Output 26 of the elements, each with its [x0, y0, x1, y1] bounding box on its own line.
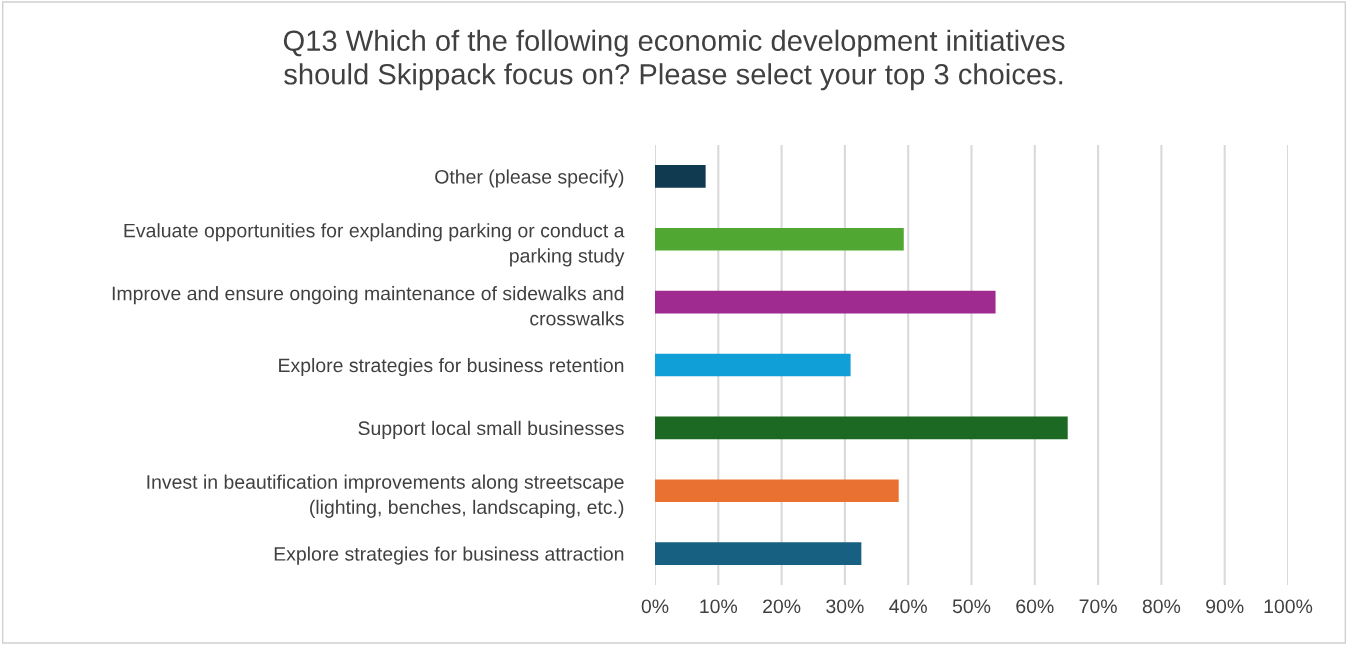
y-tick-label: Explore strategies for business attraction	[274, 546, 624, 565]
y-tick-label: Support local small businesses	[358, 420, 624, 439]
bar	[655, 290, 996, 314]
bar	[655, 479, 899, 503]
bar	[655, 416, 1068, 440]
y-tick-label: Other (please specify)	[435, 169, 624, 188]
x-tick-label: 100%	[1264, 599, 1313, 614]
x-tick-label: 20%	[763, 599, 801, 614]
x-tick-label: 90%	[1206, 599, 1244, 614]
x-tick-label: 40%	[889, 599, 927, 614]
bar	[655, 227, 904, 251]
x-tick-label: 70%	[1079, 599, 1117, 614]
y-tick-label: Explore strategies for business retention	[279, 357, 624, 377]
x-tick-label: 50%	[952, 599, 991, 614]
bar	[655, 353, 851, 377]
x-tick-label: 30%	[826, 599, 864, 614]
bar	[655, 542, 862, 565]
x-tick-label: 10%	[700, 599, 738, 614]
y-tick-label: Evaluate opportunities for explanding parking or conduct a parking study	[124, 223, 625, 267]
y-tick-label: Invest in beautification improvements along streetscape (lighting, benches, landscaping, etc.)	[147, 474, 624, 518]
y-tick-label: Improve and ensure ongoing maintenance of sidewalks and crosswalks	[112, 286, 624, 326]
x-tick-label: 80%	[1142, 599, 1181, 614]
bar	[655, 165, 706, 188]
chart-title: Q13 Which of the following economic development initiatives should Skippack focus on? Please select your top 3 choices.	[283, 29, 1065, 91]
x-tick-label: 60%	[1016, 599, 1054, 614]
x-tick-label: 0%	[641, 599, 669, 614]
